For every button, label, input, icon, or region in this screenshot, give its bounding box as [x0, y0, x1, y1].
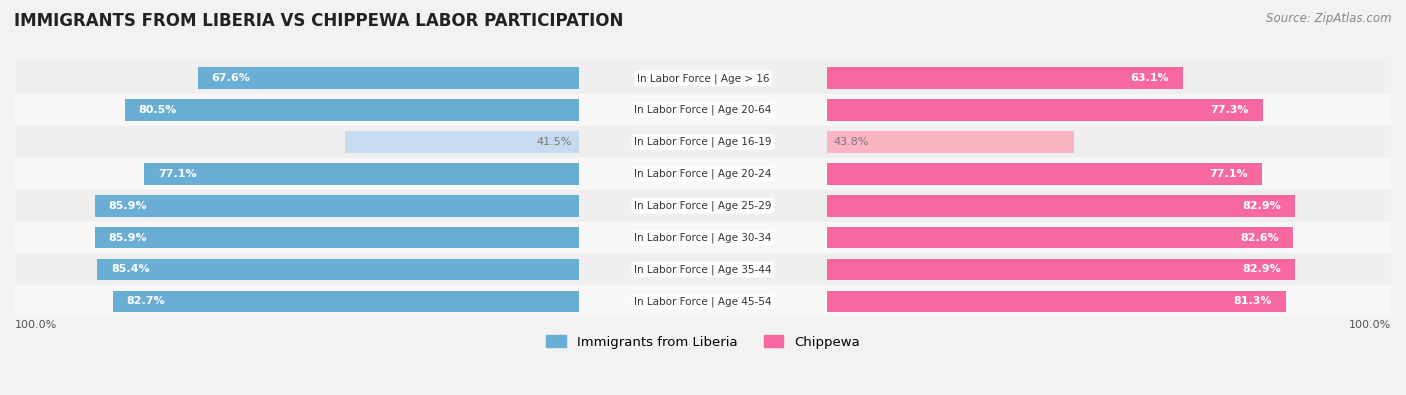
Bar	[112, 290, 579, 312]
Text: 77.1%: 77.1%	[1209, 169, 1249, 179]
Text: In Labor Force | Age 30-34: In Labor Force | Age 30-34	[634, 232, 772, 243]
Text: 77.3%: 77.3%	[1211, 105, 1249, 115]
Bar	[827, 131, 1074, 153]
Legend: Immigrants from Liberia, Chippewa: Immigrants from Liberia, Chippewa	[547, 335, 859, 349]
Bar	[827, 195, 1295, 216]
Bar	[15, 158, 1391, 190]
Bar	[827, 100, 1263, 121]
Text: 82.9%: 82.9%	[1241, 201, 1281, 211]
Bar	[15, 254, 1391, 286]
Bar	[94, 227, 579, 248]
Bar	[15, 62, 1391, 94]
Bar	[15, 126, 1391, 158]
Bar	[97, 259, 579, 280]
Bar	[827, 290, 1285, 312]
Text: 63.1%: 63.1%	[1130, 73, 1168, 83]
Text: In Labor Force | Age 35-44: In Labor Force | Age 35-44	[634, 264, 772, 275]
Bar	[827, 227, 1294, 248]
Bar	[15, 222, 1391, 254]
Text: 82.6%: 82.6%	[1240, 233, 1279, 243]
Text: 82.7%: 82.7%	[127, 296, 165, 307]
Text: 77.1%: 77.1%	[157, 169, 197, 179]
Text: 100.0%: 100.0%	[15, 320, 58, 331]
Text: 100.0%: 100.0%	[1348, 320, 1391, 331]
Text: 43.8%: 43.8%	[834, 137, 869, 147]
Text: 82.9%: 82.9%	[1241, 265, 1281, 275]
Bar	[827, 68, 1182, 89]
Text: Source: ZipAtlas.com: Source: ZipAtlas.com	[1267, 12, 1392, 25]
Text: 80.5%: 80.5%	[139, 105, 177, 115]
Bar	[15, 190, 1391, 222]
Text: In Labor Force | Age 25-29: In Labor Force | Age 25-29	[634, 201, 772, 211]
Text: 85.9%: 85.9%	[108, 233, 148, 243]
Bar	[145, 163, 579, 185]
Bar	[125, 100, 579, 121]
Bar	[15, 286, 1391, 317]
Bar	[827, 259, 1295, 280]
Bar	[344, 131, 579, 153]
Bar	[94, 195, 579, 216]
Text: In Labor Force | Age 20-24: In Labor Force | Age 20-24	[634, 169, 772, 179]
Bar	[198, 68, 579, 89]
Text: In Labor Force | Age 16-19: In Labor Force | Age 16-19	[634, 137, 772, 147]
Text: In Labor Force | Age 45-54: In Labor Force | Age 45-54	[634, 296, 772, 307]
Bar	[827, 163, 1261, 185]
Text: 85.4%: 85.4%	[111, 265, 150, 275]
Text: In Labor Force | Age 20-64: In Labor Force | Age 20-64	[634, 105, 772, 115]
Text: 85.9%: 85.9%	[108, 201, 148, 211]
Text: IMMIGRANTS FROM LIBERIA VS CHIPPEWA LABOR PARTICIPATION: IMMIGRANTS FROM LIBERIA VS CHIPPEWA LABO…	[14, 12, 623, 30]
Text: 41.5%: 41.5%	[537, 137, 572, 147]
Text: 67.6%: 67.6%	[211, 73, 250, 83]
Text: 81.3%: 81.3%	[1233, 296, 1272, 307]
Text: In Labor Force | Age > 16: In Labor Force | Age > 16	[637, 73, 769, 84]
Bar	[15, 94, 1391, 126]
